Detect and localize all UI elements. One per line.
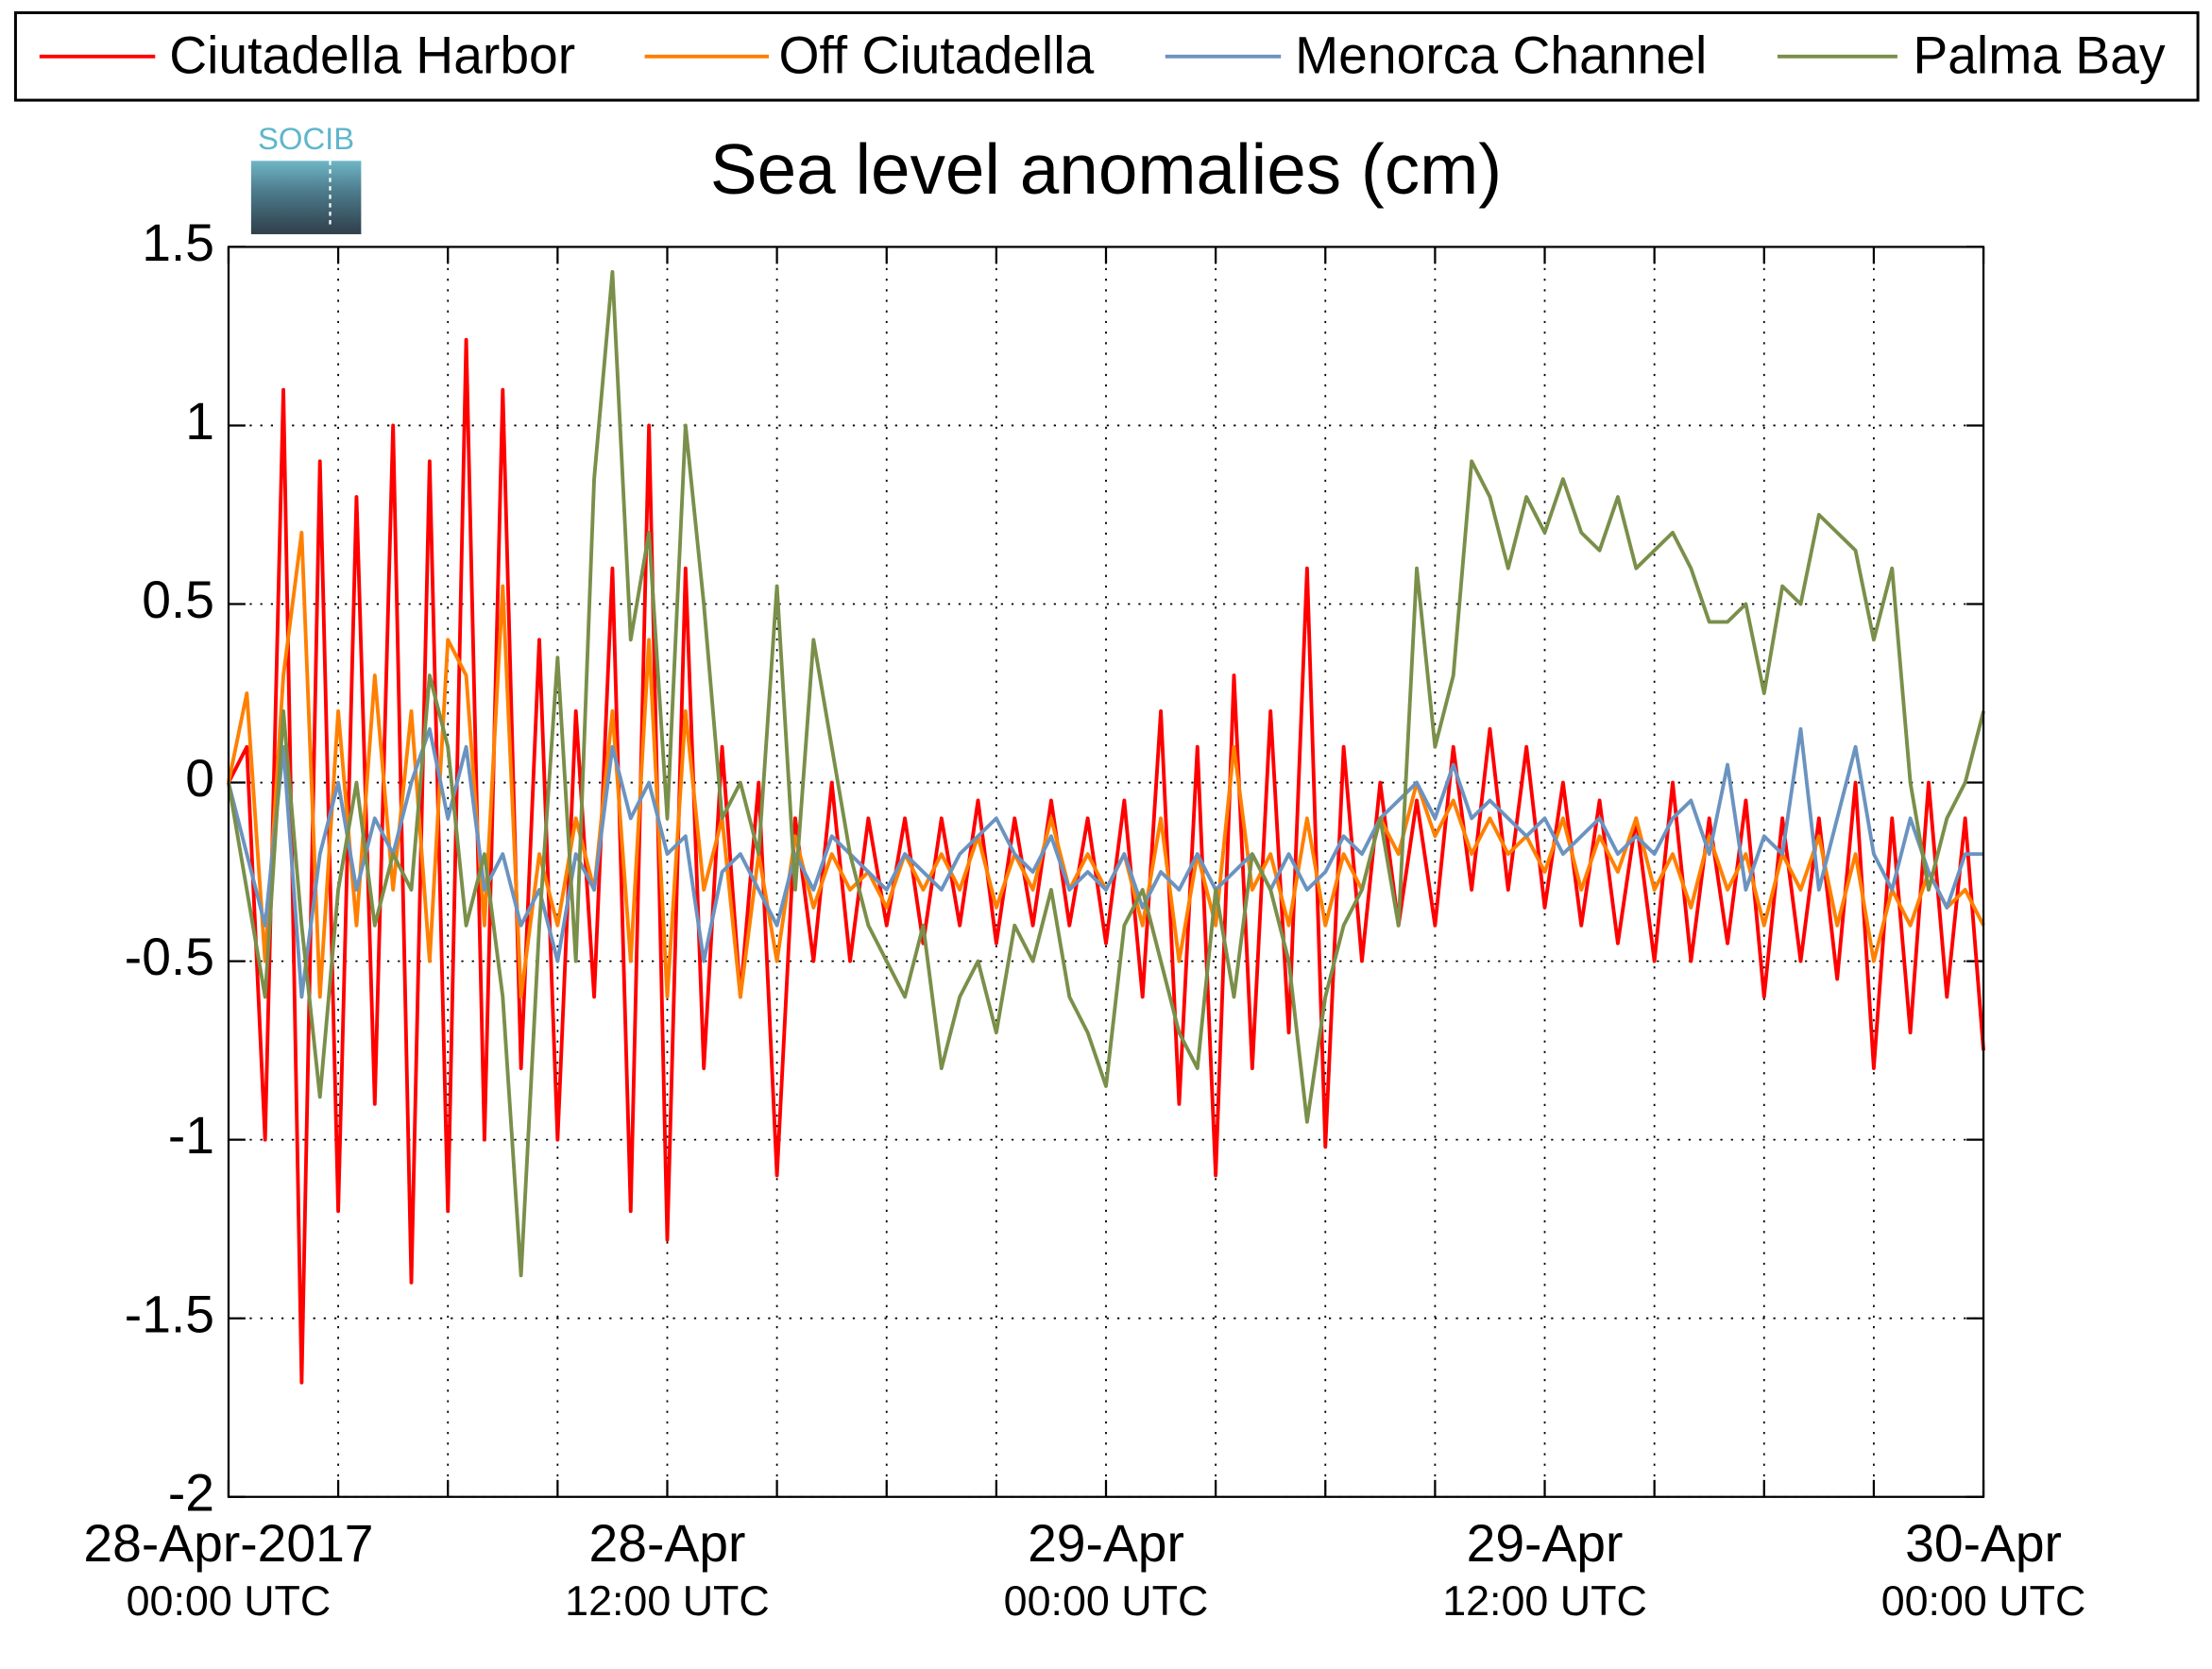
x-tick-sublabel: 00:00 UTC <box>127 1577 332 1625</box>
series-line <box>227 337 1985 1385</box>
logo-image <box>250 161 362 234</box>
y-tick-label: 0 <box>185 749 214 808</box>
y-tick-label: -2 <box>168 1463 214 1522</box>
y-tick-label: -1.5 <box>125 1285 214 1343</box>
y-tick-label: 1 <box>185 392 214 451</box>
legend-label: Off Ciutadella <box>778 26 1094 84</box>
axes-frame <box>227 246 1985 1498</box>
series-line <box>227 269 1985 1278</box>
x-tick-label: 29-Apr <box>1467 1514 1624 1573</box>
y-tick-label: -1 <box>168 1106 214 1165</box>
series-line <box>227 726 1984 999</box>
x-tick-sublabel: 12:00 UTC <box>1442 1577 1647 1625</box>
x-tick-sublabel: 00:00 UTC <box>1881 1577 2086 1625</box>
x-tick-label: 29-Apr <box>1028 1514 1184 1573</box>
chart-title: Sea level anomalies (cm) <box>710 129 1502 209</box>
legend-label: Palma Bay <box>1913 26 2166 84</box>
logo-text: SOCIB <box>258 121 354 156</box>
y-tick-label: -0.5 <box>125 928 214 986</box>
y-tick-label: 1.5 <box>142 213 214 272</box>
x-tick-sublabel: 12:00 UTC <box>565 1577 770 1625</box>
legend-label: Ciutadella Harbor <box>169 26 575 84</box>
x-tick-label: 28-Apr-2017 <box>83 1514 373 1573</box>
x-tick-label: 30-Apr <box>1905 1514 2062 1573</box>
logo: SOCIB <box>250 121 362 234</box>
legend-label: Menorca Channel <box>1295 26 1707 84</box>
y-tick-label: 0.5 <box>142 571 214 629</box>
x-tick-sublabel: 00:00 UTC <box>1004 1577 1209 1625</box>
x-tick-label: 28-Apr <box>589 1514 746 1573</box>
